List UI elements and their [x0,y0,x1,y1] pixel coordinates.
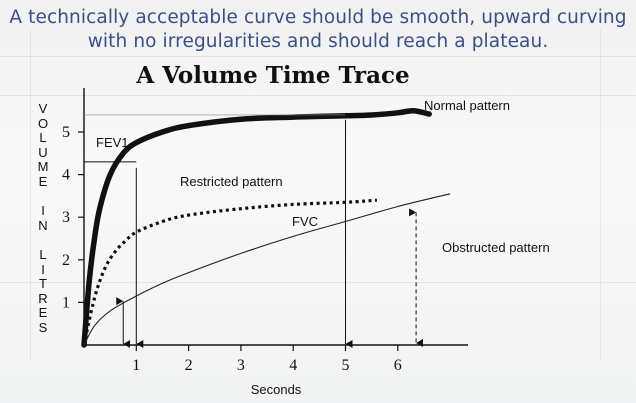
x-axis-title: Seconds [251,382,302,397]
x-tick-label: 4 [289,357,297,374]
restricted-pattern-line [82,198,377,346]
caption: A technically acceptable curve should be… [0,6,636,54]
ghost-divider [30,30,31,360]
normal-pattern-label: Normal pattern [424,98,510,113]
normal-pattern-line [81,107,432,348]
obstructed-pattern-line [83,193,451,346]
y-tick-label: 2 [62,252,70,269]
x-tick-label: 1 [132,357,140,374]
y-axis-label: V O L U M E I N L I T R E S [37,101,49,335]
obstructed-pattern-label: Obstructed pattern [442,240,550,255]
fvc-label: FVC [292,214,318,229]
y-tick-label: 1 [62,294,70,311]
x-tick-label: 3 [237,357,245,374]
y-tick-label: 5 [62,124,70,141]
chart-title: A Volume Time Trace [136,62,410,89]
ghost-divider [600,30,601,360]
restricted-pattern-label: Restricted pattern [180,174,283,189]
x-tick-label: 5 [342,357,350,374]
ghost-divider [0,95,636,96]
ghost-divider [0,56,636,57]
fev1-label: FEV1 [96,135,129,150]
y-tick-label: 4 [62,167,70,184]
ghost-divider [0,282,636,283]
caption-line-1: A technically acceptable curve should be… [9,7,627,28]
caption-line-2: with no irregularities and should reach … [87,31,549,52]
x-tick-label: 2 [185,357,193,374]
y-tick-label: 3 [62,209,70,226]
x-tick-label: 6 [394,357,402,374]
